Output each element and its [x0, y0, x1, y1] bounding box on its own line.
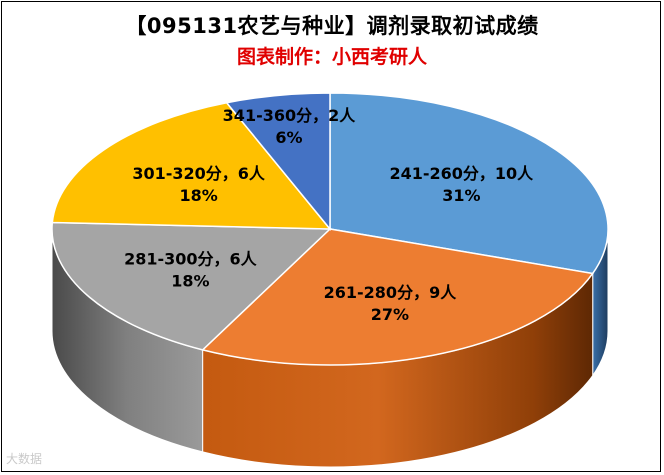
pie-label-2: 261-280分，9人 27%	[324, 283, 458, 324]
pie-label-4: 301-320分，6人 18%	[132, 164, 266, 205]
pie-label-line-2: 6%	[275, 128, 302, 147]
chart-title: 【095131农艺与种业】调剂录取初试成绩	[125, 14, 539, 38]
pie-label-line-2: 18%	[180, 186, 218, 205]
pie-label-line-2: 18%	[171, 271, 209, 290]
watermark-text: 大数据	[6, 452, 43, 466]
pie-label-line-1: 261-280分，9人	[324, 283, 458, 302]
pie-label-line-1: 341-360分，2人	[223, 106, 357, 125]
chart-subtitle: 图表制作：小西考研人	[236, 46, 427, 68]
pie-label-1: 241-260分，10人 31%	[389, 164, 534, 205]
pie-top-faces	[51, 92, 609, 366]
pie-label-line-1: 281-300分，6人	[124, 249, 258, 268]
pie-slice-5	[225, 92, 331, 232]
pie-label-line-2: 27%	[371, 305, 409, 324]
pie-label-5: 341-360分，2人 6%	[223, 106, 357, 147]
pie-slice-1	[329, 92, 609, 275]
pie-slice-4	[51, 101, 332, 230]
pie-slice-2	[201, 228, 595, 366]
pie-label-3: 281-300分，6人 18%	[124, 249, 258, 290]
pie-label-line-1: 301-320分，6人	[132, 164, 266, 183]
pie-label-line-2: 31%	[442, 186, 480, 205]
pie-slice-3	[51, 221, 332, 351]
pie-label-line-1: 241-260分，10人	[389, 164, 534, 183]
pie-labels: 241-260分，10人 31% 261-280分，9人 27% 281-300分，6人…	[124, 106, 534, 324]
